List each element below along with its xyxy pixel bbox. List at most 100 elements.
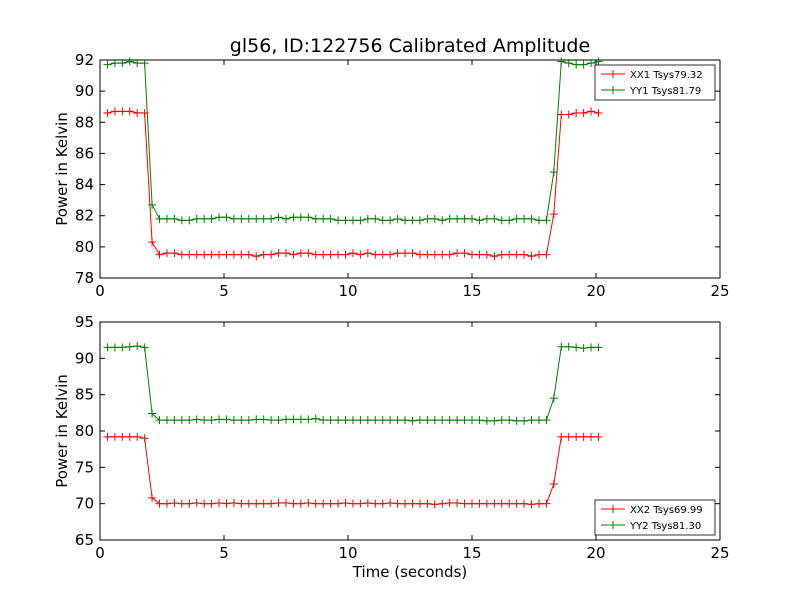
x-tick-label: 0	[95, 544, 105, 562]
data-point-xx1	[423, 250, 432, 259]
data-point-yy1	[468, 214, 476, 223]
data-point-xx2	[430, 500, 439, 509]
data-point-xx2	[326, 499, 335, 508]
data-point-yy1	[356, 216, 365, 225]
data-point-yy2	[155, 416, 164, 425]
y-tick-label: 90	[75, 82, 94, 100]
data-point-xx1	[267, 250, 276, 259]
legend-box	[594, 499, 716, 536]
data-point-xx1	[215, 250, 224, 259]
data-point-yy1	[200, 214, 209, 223]
data-point-xx2	[542, 499, 551, 508]
data-point-xx2	[185, 499, 194, 508]
data-point-yy1	[482, 214, 491, 223]
data-point-xx2	[155, 499, 164, 508]
data-point-yy2	[438, 416, 447, 425]
data-point-xx1	[520, 250, 529, 259]
data-point-xx1	[334, 250, 343, 259]
x-axis-label: Time (seconds)	[352, 563, 468, 581]
data-point-yy1	[252, 214, 261, 223]
data-point-yy2	[170, 416, 179, 425]
data-point-xx1	[110, 107, 119, 116]
data-point-xx1	[259, 250, 268, 259]
data-point-xx2	[579, 432, 588, 441]
data-point-xx1	[311, 250, 320, 259]
data-point-xx1	[594, 108, 603, 117]
legend-box	[594, 64, 716, 101]
data-point-yy1	[408, 216, 417, 225]
data-point-xx2	[125, 432, 134, 441]
data-point-xx2	[505, 499, 514, 508]
data-point-xx2	[386, 498, 395, 507]
data-point-yy2	[192, 415, 201, 424]
data-point-xx1	[252, 252, 261, 261]
data-point-yy2	[229, 416, 238, 425]
data-point-yy2	[363, 416, 372, 425]
data-point-yy2	[378, 416, 387, 425]
data-point-yy1	[512, 214, 521, 223]
data-point-yy2	[215, 415, 224, 424]
data-point-xx2	[520, 499, 529, 508]
data-point-xx2	[296, 499, 305, 508]
x-ticks-bottom: 0 5 10 15 20 25	[95, 322, 730, 562]
series-group-top	[103, 57, 603, 261]
data-point-yy2	[475, 416, 484, 425]
data-point-xx2	[557, 432, 566, 441]
data-point-xx1	[103, 108, 112, 117]
data-point-yy1	[304, 213, 313, 222]
data-point-xx2	[200, 499, 209, 508]
data-point-xx2	[252, 499, 261, 508]
data-point-yy2	[274, 416, 283, 425]
data-point-yy1	[378, 216, 387, 225]
data-point-yy1	[423, 214, 432, 223]
data-point-xx1	[296, 249, 305, 258]
data-point-yy1	[259, 214, 268, 223]
data-point-yy1	[133, 59, 142, 68]
data-point-yy2	[430, 416, 439, 425]
data-point-xx2	[572, 432, 581, 441]
data-point-yy2	[594, 343, 603, 352]
data-point-xx1	[378, 250, 387, 259]
data-point-yy1	[177, 216, 186, 225]
data-point-xx2	[460, 499, 469, 508]
y-tick-label: 65	[75, 531, 94, 549]
data-point-xx2	[229, 498, 238, 507]
data-point-xx1	[207, 250, 216, 259]
data-point-yy2	[460, 416, 469, 425]
data-point-xx1	[363, 249, 372, 258]
data-point-xx2	[363, 498, 372, 507]
y-tick-label: 78	[75, 269, 94, 287]
data-point-yy2	[520, 416, 529, 425]
data-point-xx1	[572, 108, 581, 117]
data-point-xx1	[445, 250, 454, 259]
y-ticks-bottom: 65 70 75 80 85 90 95	[75, 313, 720, 549]
data-point-yy2	[542, 416, 551, 425]
data-point-yy2	[408, 416, 417, 425]
y-tick-label: 86	[75, 144, 94, 162]
data-point-yy1	[460, 214, 469, 223]
data-point-yy1	[549, 168, 558, 177]
data-point-yy1	[110, 59, 119, 68]
data-point-yy1	[594, 57, 603, 66]
data-point-yy2	[527, 416, 536, 425]
data-point-xx1	[587, 107, 596, 116]
data-point-xx2	[453, 498, 462, 507]
x-tick-label: 5	[219, 282, 229, 300]
data-point-xx1	[162, 249, 171, 258]
legend-marker-yy2	[609, 521, 617, 529]
data-point-yy1	[103, 60, 112, 69]
x-tick-label: 0	[95, 282, 105, 300]
data-point-xx2	[408, 499, 417, 508]
data-point-yy2	[177, 416, 186, 425]
data-point-yy2	[311, 414, 320, 423]
data-point-xx2	[259, 499, 268, 508]
data-point-xx2	[438, 499, 447, 508]
data-point-yy2	[557, 342, 566, 351]
data-point-yy1	[140, 59, 149, 68]
data-point-yy2	[505, 416, 514, 425]
data-point-xx1	[401, 249, 410, 258]
data-point-yy2	[564, 342, 573, 351]
data-point-yy1	[579, 60, 588, 69]
data-point-yy1	[430, 214, 439, 223]
data-point-xx1	[185, 250, 194, 259]
